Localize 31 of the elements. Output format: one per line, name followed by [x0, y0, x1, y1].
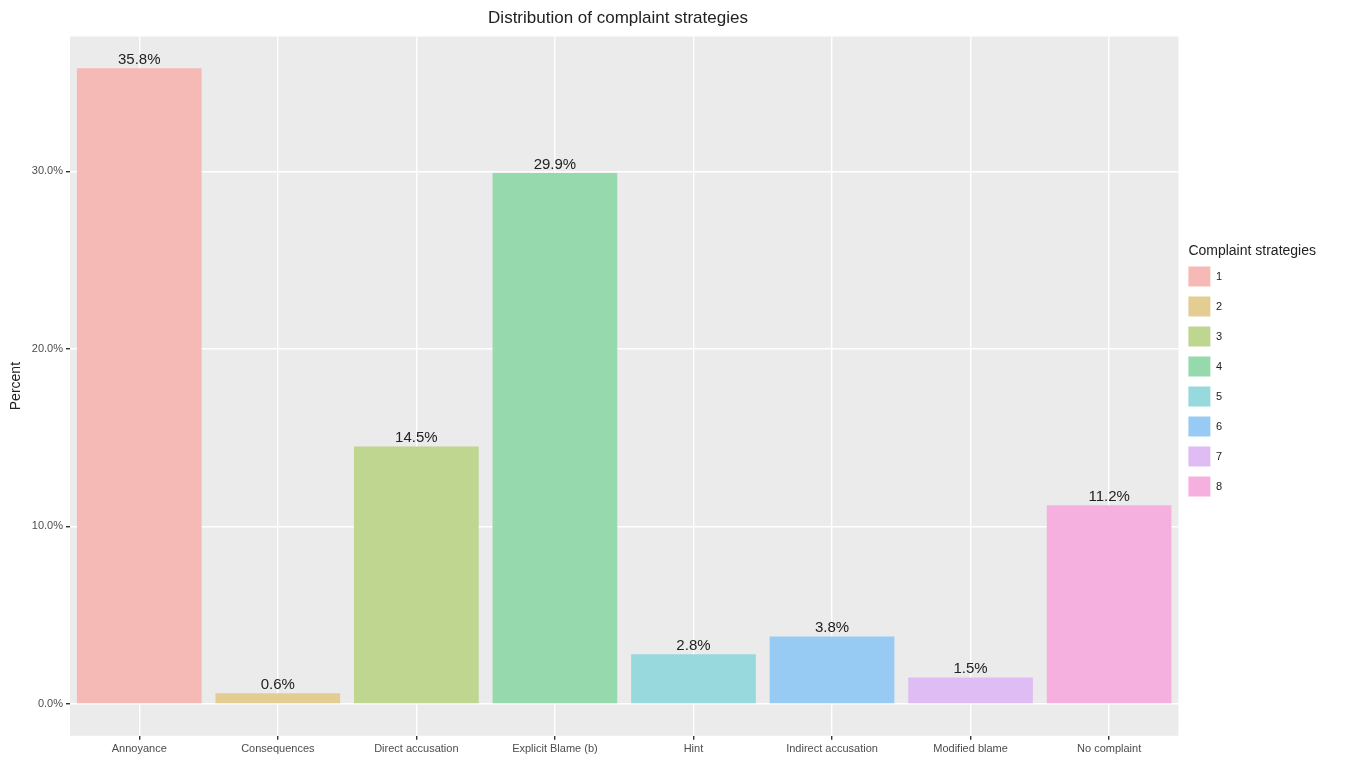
legend-label: 2	[1215, 299, 1223, 312]
data-label: 3.8%	[814, 618, 850, 636]
data-label: 1.5%	[953, 659, 988, 677]
legend-label: 7	[1215, 449, 1223, 462]
legend-label: 6	[1215, 419, 1223, 432]
x-tick-label: Hint	[683, 742, 704, 755]
x-tick-label: Consequences	[241, 742, 315, 755]
legend-label: 1	[1215, 269, 1223, 282]
legend-label: 3	[1215, 329, 1223, 342]
y-tick-label: 30.0%	[31, 164, 64, 177]
legend-label: 4	[1215, 359, 1223, 372]
x-tick-label: Indirect accusation	[786, 742, 878, 755]
x-tick-label: No complaint	[1077, 742, 1142, 755]
x-tick-label: Explicit Blame (b)	[512, 742, 598, 755]
data-label: 14.5%	[395, 428, 438, 446]
y-axis-title: Percent	[7, 361, 24, 411]
legend-label: 8	[1215, 479, 1223, 492]
x-tick-label: Annoyance	[111, 742, 167, 755]
data-label: 35.8%	[117, 50, 161, 67]
data-label: 2.8%	[676, 635, 711, 653]
chart-title: Distribution of complaint strategies	[488, 7, 748, 27]
legend-label: 5	[1215, 389, 1223, 402]
x-tick-label: Modified blame	[933, 742, 1008, 755]
data-label: 0.6%	[260, 675, 295, 692]
y-tick-label: 10.0%	[31, 519, 64, 532]
y-tick-label: 0.0%	[37, 697, 64, 710]
y-tick-label: 20.0%	[31, 341, 64, 354]
legend-title: Complaint strategies	[1188, 242, 1317, 259]
data-label: 11.2%	[1088, 486, 1130, 504]
data-label: 29.9%	[533, 154, 577, 172]
x-tick-label: Direct accusation	[374, 742, 459, 755]
